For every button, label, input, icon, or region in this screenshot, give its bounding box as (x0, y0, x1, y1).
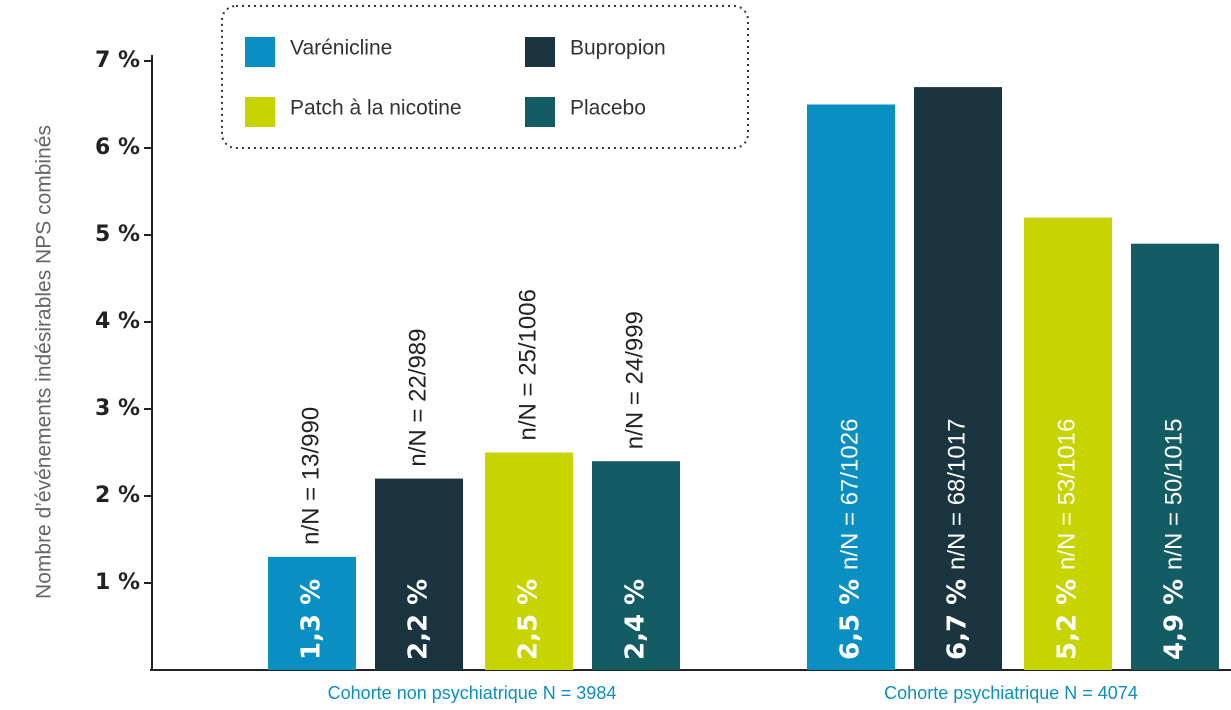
legend-swatch (525, 37, 555, 67)
legend-label: Patch à la nicotine (290, 97, 462, 120)
legend-label: Bupropion (570, 37, 666, 60)
y-axis-title: Nombre d’événements indésirables NPS com… (33, 125, 56, 599)
legend-swatch (245, 97, 275, 127)
bar (485, 452, 573, 670)
bar (914, 87, 1002, 671)
value-label: 2,4 % (621, 579, 651, 660)
y-tick-label: 1 % (95, 570, 140, 595)
value-label: 4,9 % (1160, 579, 1190, 660)
count-label: n/N = 22/989 (404, 328, 431, 466)
legend-label: Placebo (570, 97, 646, 120)
y-tick-label: 2 % (95, 483, 140, 508)
count-label: n/N = 68/1017 (943, 419, 970, 570)
legend-swatch (245, 37, 275, 67)
legend-box (221, 5, 749, 149)
count-label: n/N = 53/1016 (1053, 419, 1080, 570)
x-tick-label: Cohorte non psychiatrique N = 3984 (328, 683, 617, 703)
count-label: n/N = 25/1006 (514, 289, 541, 440)
count-label: n/N = 67/1026 (836, 419, 863, 570)
value-label: 2,5 % (514, 579, 544, 660)
x-tick-label: Cohorte psychiatrique N = 4074 (884, 683, 1138, 703)
bar (375, 478, 463, 670)
count-label: n/N = 24/999 (621, 311, 648, 449)
y-tick-label: 6 % (95, 135, 140, 160)
count-label: n/N = 13/990 (297, 407, 324, 545)
y-tick-label: 3 % (95, 396, 140, 421)
count-label: n/N = 50/1015 (1160, 419, 1187, 570)
y-tick-label: 7 % (95, 48, 140, 73)
y-tick-label: 4 % (95, 309, 140, 334)
value-label: 6,5 % (836, 579, 866, 660)
bar (1131, 243, 1219, 670)
legend-swatch (525, 97, 555, 127)
y-tick-label: 5 % (95, 222, 140, 247)
bar (1024, 217, 1112, 670)
value-label: 5,2 % (1053, 579, 1083, 660)
value-label: 2,2 % (404, 579, 434, 660)
legend-label: Varénicline (290, 37, 392, 60)
bar (807, 104, 895, 670)
bar (592, 461, 680, 670)
value-label: 1,3 % (297, 579, 327, 660)
value-label: 6,7 % (943, 579, 973, 660)
bar (268, 556, 356, 670)
